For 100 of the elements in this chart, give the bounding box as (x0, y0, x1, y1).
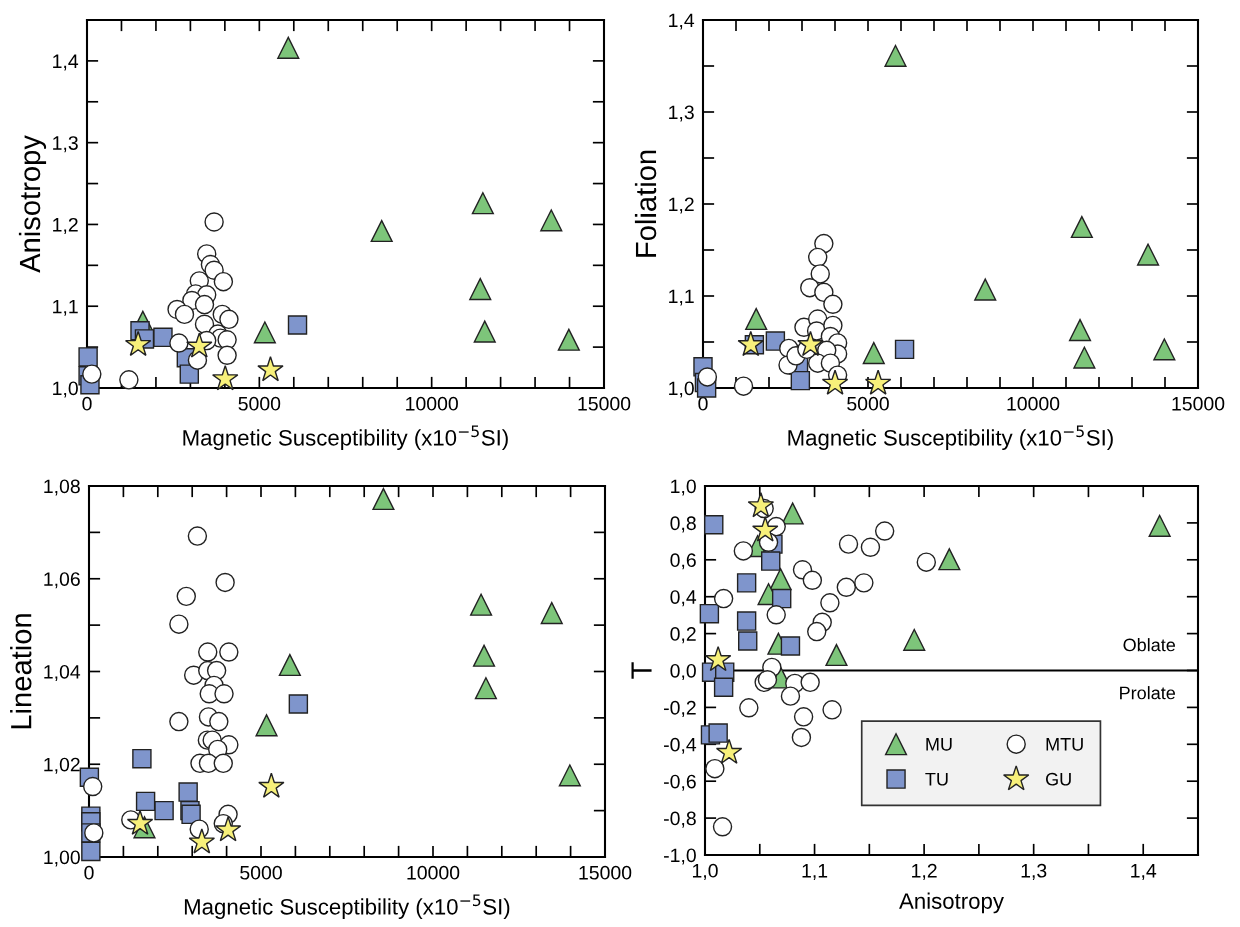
x-tick-label: 1,1 (802, 864, 828, 880)
point (894, 339, 915, 360)
point (790, 370, 811, 391)
point (1070, 215, 1093, 239)
point (126, 809, 154, 835)
point (472, 644, 496, 667)
point (761, 551, 781, 571)
y-axis-title: Lineation (10, 614, 32, 729)
y-tick-label: 1,06 (44, 572, 80, 589)
point (469, 277, 492, 301)
y-axis-title: Anisotropy (18, 135, 47, 273)
legend-label: GU (1045, 772, 1071, 786)
point (154, 800, 174, 821)
y-tick-label: 1,1 (53, 299, 78, 316)
x-tick-label: 10000 (407, 865, 460, 880)
point (194, 294, 215, 315)
x-tick-label: 5000 (847, 396, 889, 411)
x-tick-label: 15000 (578, 396, 631, 411)
x-tick-label: 0 (698, 396, 708, 411)
x-tick-label: 15000 (579, 865, 632, 880)
point (704, 645, 732, 672)
point (81, 841, 101, 862)
point (255, 714, 278, 737)
point (253, 321, 276, 344)
point (214, 816, 242, 842)
point (699, 603, 720, 624)
point (372, 487, 395, 511)
y-tick-label: 0,8 (670, 516, 696, 533)
point (903, 628, 926, 651)
y-tick-label: 1,4 (669, 13, 695, 30)
point (884, 44, 907, 67)
x-axis-title: Anisotropy (899, 892, 1004, 914)
point (540, 209, 563, 232)
x-tick-label: 1,2 (912, 863, 937, 880)
point (473, 320, 496, 343)
x-tick-label: 10000 (1007, 396, 1060, 411)
point (258, 772, 285, 798)
legend-label: TU (925, 772, 948, 786)
y-tick-label: -0,4 (664, 737, 697, 754)
point (745, 307, 768, 331)
point (1148, 514, 1171, 537)
point (186, 332, 213, 358)
point (821, 369, 849, 395)
x-axis-title: Magnetic Susceptibility (x10$^{−5}$SI) (184, 894, 510, 920)
point (737, 330, 764, 357)
point (1073, 346, 1096, 369)
point (736, 573, 757, 593)
point (370, 219, 393, 243)
point (781, 502, 804, 525)
point (864, 369, 892, 395)
x-tick-label: 0 (82, 396, 92, 411)
x-tick-label: 10000 (406, 396, 458, 411)
annotation: Oblate (1123, 638, 1176, 652)
x-tick-label: 1,3 (1021, 863, 1047, 880)
point (82, 776, 103, 797)
point (736, 611, 757, 631)
x-axis-title: Magnetic Susceptibility (x10$^{−5}$SI) (183, 425, 508, 451)
y-tick-label: 1,04 (44, 664, 81, 682)
annotation: Prolate (1120, 686, 1176, 700)
y-tick-label: -0,8 (664, 811, 696, 828)
point (132, 748, 152, 769)
point (287, 315, 308, 335)
point (713, 677, 734, 698)
point (780, 636, 801, 656)
point (697, 367, 718, 387)
y-tick-label: 0,0 (670, 663, 696, 681)
y-tick-label: 1,2 (53, 217, 78, 234)
x-axis-title: Magnetic Susceptibility (x10$^{−5}$SI) (788, 425, 1113, 451)
legend-label: MU (926, 738, 952, 751)
y-tick-label: 1,02 (44, 757, 80, 774)
point (469, 593, 493, 616)
point (771, 588, 792, 609)
x-tick-label: 1,4 (1131, 864, 1157, 880)
y-tick-label: 0,6 (670, 553, 696, 570)
y-tick-label: 1,3 (53, 136, 78, 153)
y-tick-label: 1,3 (669, 105, 694, 122)
y-tick-label: 1,0 (669, 381, 694, 398)
point (1068, 318, 1092, 342)
point (708, 723, 728, 743)
point (825, 643, 848, 667)
point (212, 365, 239, 391)
y-tick-label: 1,0 (671, 479, 696, 496)
point (135, 791, 156, 812)
y-axis-title: T (631, 662, 652, 679)
point (277, 36, 300, 59)
point (278, 653, 301, 677)
point (1153, 338, 1176, 361)
y-tick-label: -0,6 (664, 774, 696, 791)
point (474, 677, 498, 700)
x-tick-label: 1,0 (692, 863, 718, 880)
y-tick-label: 0,4 (670, 590, 697, 607)
point (715, 738, 743, 764)
y-tick-label: 1,00 (44, 850, 80, 867)
point (938, 548, 961, 571)
x-tick-label: 0 (84, 865, 94, 880)
point (747, 492, 775, 518)
point (1136, 243, 1160, 266)
point (124, 330, 152, 357)
point (558, 764, 581, 787)
point (752, 516, 779, 542)
